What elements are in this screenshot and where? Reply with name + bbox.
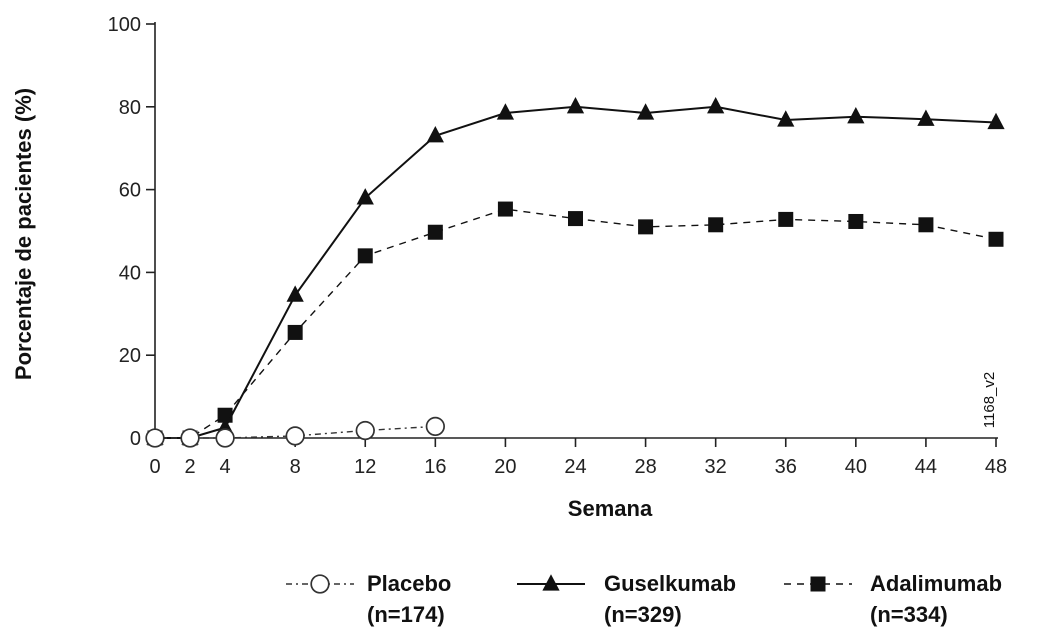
y-axis-title: Porcentaje de pacientes (%) xyxy=(11,88,36,380)
data-point-guselkumab xyxy=(847,106,865,124)
data-point-placebo xyxy=(285,426,305,446)
y-tick-label: 20 xyxy=(119,345,141,367)
legend-marker-guselkumab xyxy=(542,574,560,591)
legend-n-adalimumab: (n=334) xyxy=(870,602,948,627)
legend-label-guselkumab: Guselkumab xyxy=(604,571,736,596)
data-point-guselkumab xyxy=(987,112,1005,130)
x-tick-label: 16 xyxy=(424,456,446,478)
x-tick-label: 44 xyxy=(915,456,937,478)
legend-marker-placebo xyxy=(310,574,330,594)
legend-n-placebo: (n=174) xyxy=(367,602,445,627)
data-point-guselkumab xyxy=(566,97,585,114)
data-point-guselkumab xyxy=(426,126,444,143)
x-axis-title: Semana xyxy=(568,496,653,521)
series-guselkumab xyxy=(146,97,1005,445)
legend-n-guselkumab: (n=329) xyxy=(604,602,682,627)
series-line-guselkumab xyxy=(155,105,997,439)
x-tick-label: 4 xyxy=(220,456,231,478)
x-tick-label: 8 xyxy=(290,456,301,478)
data-point-adalimumab xyxy=(357,248,373,264)
x-tick-label: 36 xyxy=(775,456,797,478)
y-tick-label: 100 xyxy=(108,14,141,36)
series-line-adalimumab xyxy=(155,208,997,439)
data-point-guselkumab xyxy=(356,188,374,205)
series-placebo xyxy=(145,416,445,448)
x-tick-label: 48 xyxy=(985,456,1007,478)
data-point-placebo xyxy=(145,428,165,448)
data-point-placebo xyxy=(215,428,235,448)
series-adalimumab xyxy=(147,201,1004,446)
data-point-placebo xyxy=(425,416,445,437)
data-point-adalimumab xyxy=(427,224,443,240)
legend-item-guselkumab: Guselkumab (n=329) xyxy=(517,571,736,627)
x-tick-label: 0 xyxy=(149,456,160,478)
legend-label-placebo: Placebo xyxy=(367,571,451,596)
data-point-adalimumab xyxy=(988,231,1004,247)
y-tick-label: 40 xyxy=(119,262,141,284)
data-point-adalimumab xyxy=(497,201,513,217)
data-point-guselkumab xyxy=(707,97,725,114)
data-point-adalimumab xyxy=(287,324,303,340)
x-tick-label: 20 xyxy=(494,456,516,478)
chart-legend: Placebo (n=174) Guselkumab (n=329) Adalimuma… xyxy=(286,571,1002,627)
x-tick-label: 28 xyxy=(634,456,656,478)
x-tick-label: 2 xyxy=(184,456,195,478)
x-tick-label: 40 xyxy=(845,456,867,478)
y-tick-label: 0 xyxy=(130,428,141,450)
x-tick-label: 24 xyxy=(564,456,586,478)
data-point-guselkumab xyxy=(777,110,795,127)
data-point-guselkumab xyxy=(917,109,935,126)
legend-item-placebo: Placebo (n=174) xyxy=(286,571,451,627)
data-point-adalimumab xyxy=(918,217,934,233)
legend-marker-adalimumab xyxy=(810,576,826,592)
data-point-adalimumab xyxy=(568,211,583,227)
legend-label-adalimumab: Adalimumab xyxy=(870,571,1002,596)
data-point-guselkumab xyxy=(286,285,304,302)
figure-code-label: 1168_v2 xyxy=(981,372,998,428)
data-point-placebo xyxy=(355,420,375,441)
data-point-guselkumab xyxy=(636,103,655,120)
series-layer xyxy=(145,97,1005,448)
legend-item-adalimumab: Adalimumab (n=334) xyxy=(784,571,1002,627)
data-point-adalimumab xyxy=(708,217,724,233)
data-point-placebo xyxy=(180,428,200,448)
data-point-adalimumab xyxy=(778,211,794,227)
y-tick-label: 80 xyxy=(119,97,141,119)
data-point-adalimumab xyxy=(638,219,654,235)
data-point-adalimumab xyxy=(848,213,864,229)
y-tick-label: 60 xyxy=(119,180,141,202)
data-point-guselkumab xyxy=(496,103,515,120)
x-tick-label: 12 xyxy=(354,456,376,478)
x-tick-label: 32 xyxy=(705,456,727,478)
